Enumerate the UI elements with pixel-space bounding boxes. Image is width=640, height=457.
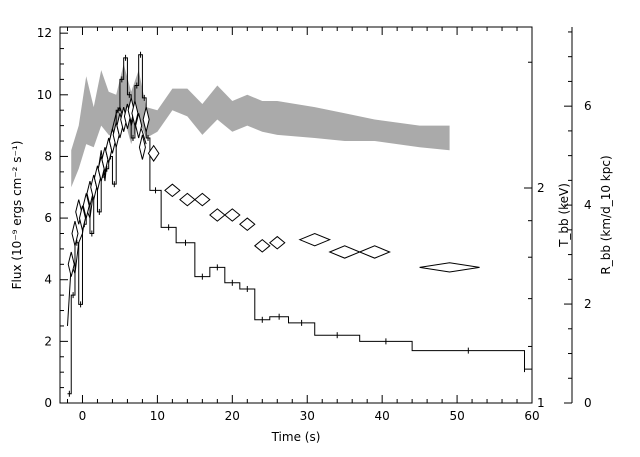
flux-tick-label: 0 xyxy=(44,396,52,410)
temperature-tick-label: 2 xyxy=(537,181,545,195)
flux-tick-label: 6 xyxy=(44,211,52,225)
radius-diamond xyxy=(254,239,271,253)
radius-diamond-layer xyxy=(67,97,480,277)
temperature-axis-title: T_bb (keV) xyxy=(557,183,571,248)
radius-tick-label: 4 xyxy=(584,198,592,212)
radius-diamond xyxy=(164,183,181,198)
radius-diamond xyxy=(142,107,150,132)
flux-tick-label: 4 xyxy=(44,273,52,287)
temperature-tick-label: 1 xyxy=(537,396,545,410)
x-tick-label: 20 xyxy=(225,409,240,423)
radius-diamond xyxy=(224,208,241,222)
x-tick-label: 50 xyxy=(449,409,464,423)
x-tick-label: 40 xyxy=(375,409,390,423)
x-tick-label: 10 xyxy=(150,409,165,423)
radius-diamond xyxy=(358,245,391,259)
radius-diamond xyxy=(194,192,211,207)
radius-diamond xyxy=(239,217,256,232)
radius-diamond xyxy=(71,221,79,246)
radius-diamond xyxy=(147,144,160,162)
radius-diamond xyxy=(298,232,332,247)
radius-diamond xyxy=(131,100,139,126)
radius-diamond xyxy=(67,251,75,277)
plot-frame xyxy=(59,26,533,404)
flux-tick-label: 2 xyxy=(44,334,52,348)
radius-tick-label: 6 xyxy=(584,99,592,113)
radius-diamond xyxy=(135,113,143,139)
radius-diamond xyxy=(268,235,286,250)
temperature-band-layer xyxy=(71,63,450,188)
x-tick-label: 60 xyxy=(524,409,539,423)
radius-diamond xyxy=(419,262,480,273)
x-tick-label: 0 xyxy=(79,409,87,423)
radius-axis-title: R_bb (km/d_10 kpc) xyxy=(599,155,613,274)
x-tick-label: 30 xyxy=(300,409,315,423)
radius-diamond xyxy=(138,134,146,160)
radius-tick-label: 0 xyxy=(584,396,592,410)
flux-axis-title: Flux (10⁻⁹ ergs cm⁻² s⁻¹) xyxy=(10,141,24,290)
flux-tick-label: 8 xyxy=(44,149,52,163)
radius-tick-label: 2 xyxy=(584,297,592,311)
flux-tick-label: 10 xyxy=(37,88,52,102)
temperature-band xyxy=(71,63,450,188)
axes-layer xyxy=(59,26,573,404)
radius-diamond xyxy=(78,205,86,231)
radius-diamond xyxy=(82,193,90,219)
flux-tick-label: 12 xyxy=(37,26,52,40)
x-axis-title: Time (s) xyxy=(271,430,321,444)
